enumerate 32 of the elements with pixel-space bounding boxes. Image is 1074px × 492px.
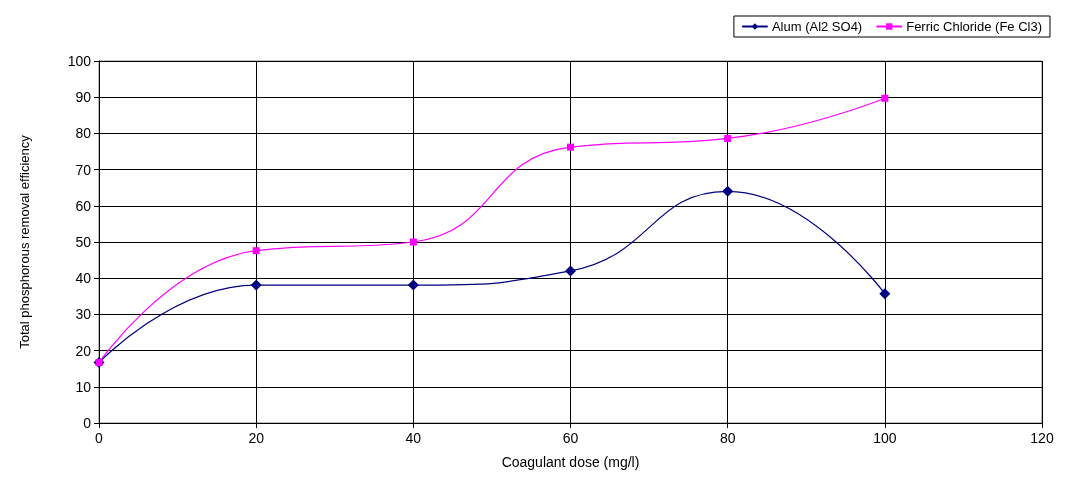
point bbox=[252, 247, 260, 255]
x-tick-label: 60 bbox=[562, 430, 579, 446]
point bbox=[879, 288, 891, 300]
legend-label: Ferric Chloride (Fe Cl3) bbox=[906, 19, 1043, 34]
point bbox=[722, 185, 734, 197]
point bbox=[409, 238, 417, 246]
point bbox=[250, 279, 262, 291]
y-tick-label: 50 bbox=[75, 234, 92, 250]
x-axis-title: Coagulant dose (mg/l) bbox=[501, 454, 640, 470]
y-tick-label: 100 bbox=[67, 53, 92, 69]
x-tick-label: 120 bbox=[1030, 430, 1054, 446]
point bbox=[565, 265, 576, 277]
y-tick-label: 10 bbox=[75, 378, 92, 395]
y-tick-label: 0 bbox=[83, 415, 92, 431]
x-tick-label: 100 bbox=[873, 430, 897, 446]
x-tick-label: 80 bbox=[719, 430, 736, 446]
y-tick-label: 60 bbox=[75, 197, 92, 214]
y-tick-label: 40 bbox=[75, 270, 92, 287]
x-tick-label: 40 bbox=[405, 430, 422, 446]
y-tick-label: 80 bbox=[75, 125, 92, 142]
point bbox=[567, 143, 574, 151]
y-tick-label: 30 bbox=[75, 306, 92, 323]
y-tick-label: 70 bbox=[75, 161, 92, 178]
point bbox=[724, 134, 732, 142]
y-tick-label: 90 bbox=[75, 89, 92, 106]
x-tick-label: 0 bbox=[95, 430, 104, 446]
point bbox=[407, 279, 419, 291]
x-tick-label: 20 bbox=[248, 430, 265, 446]
y-tick-label: 20 bbox=[75, 342, 92, 359]
point bbox=[881, 94, 889, 102]
legend-label: Alum (Al2 SO4) bbox=[771, 19, 863, 34]
y-axis-title: Total phosphorous removal efficiency bbox=[17, 134, 32, 349]
